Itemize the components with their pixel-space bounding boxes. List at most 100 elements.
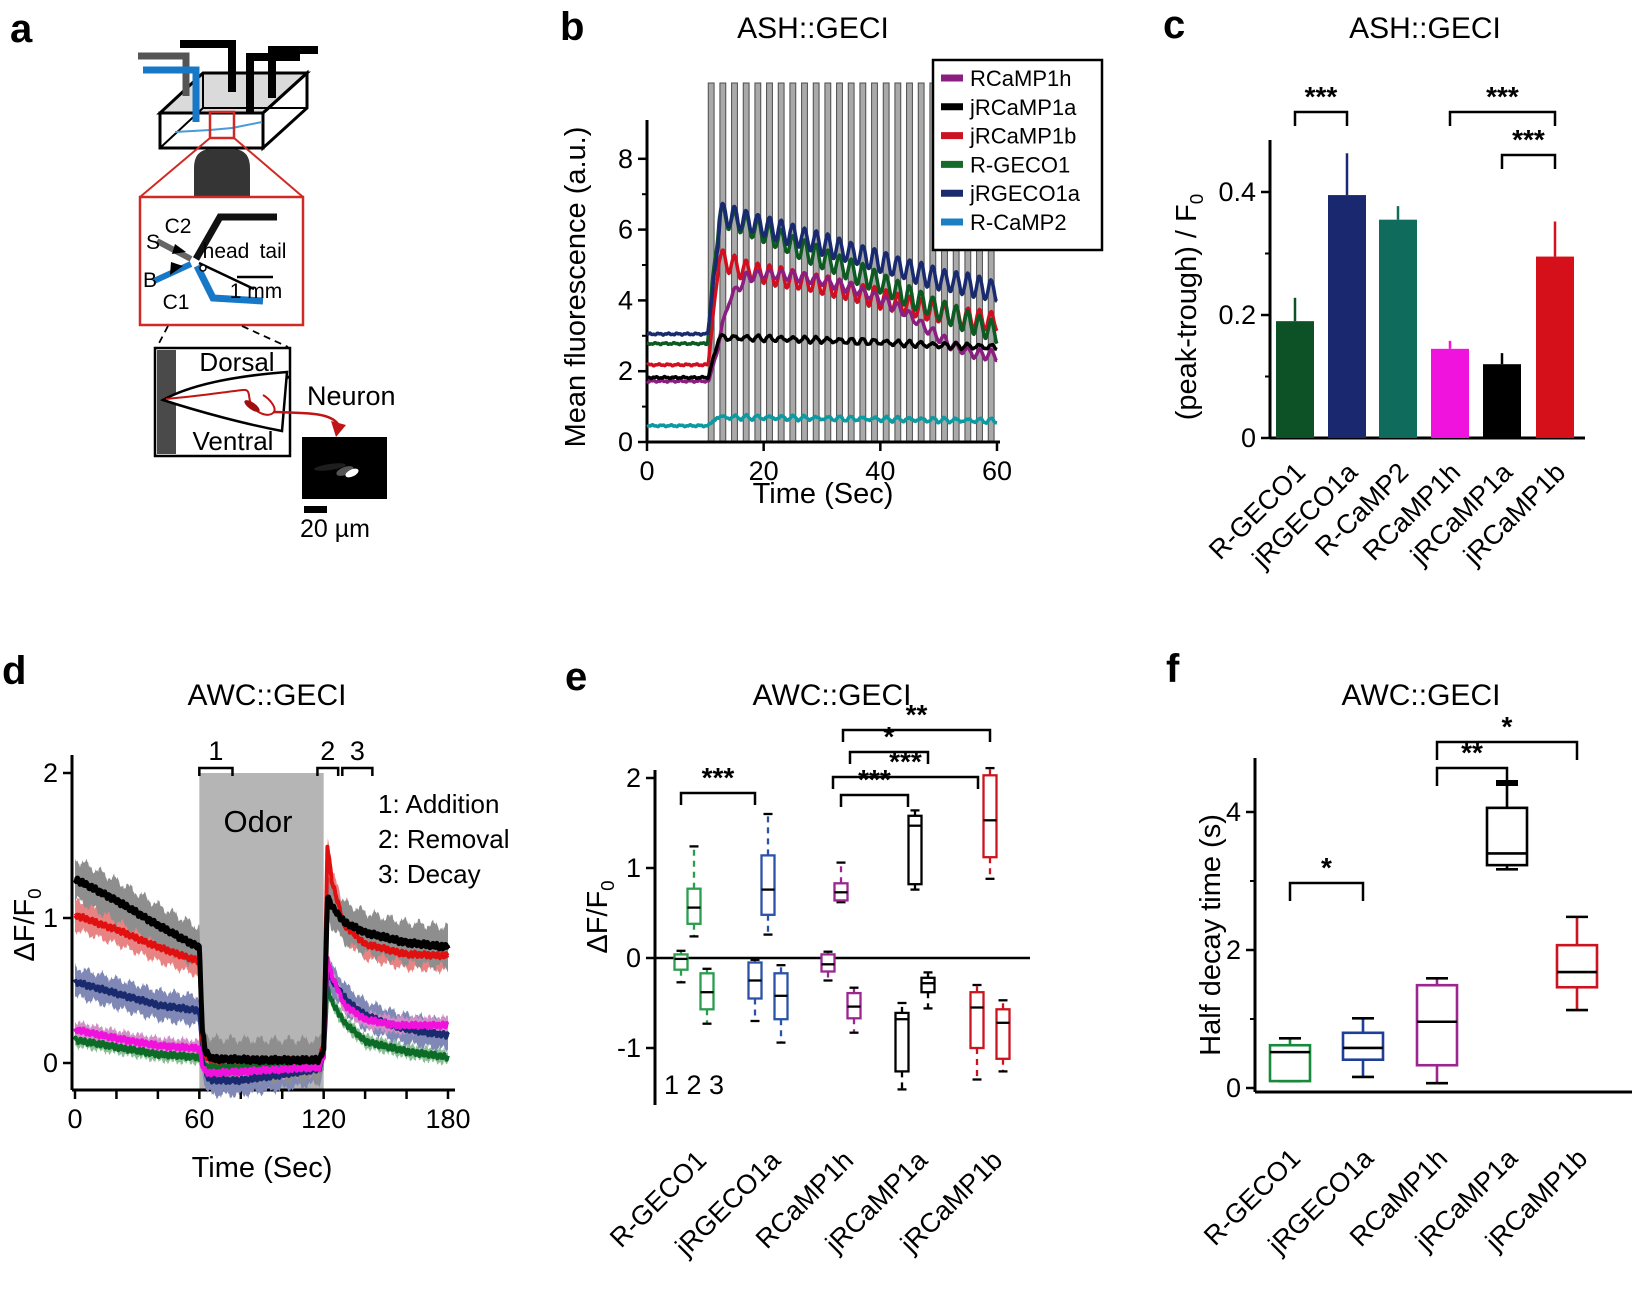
legend-label-RCaMP1h: RCaMP1h — [970, 66, 1071, 91]
label-c2: C2 — [165, 215, 192, 238]
y-tick-label: 0 — [626, 943, 641, 973]
trace-R-CaMP2 — [645, 412, 999, 429]
x-tick-label: 60 — [982, 456, 1012, 486]
y-tick-label: 1 — [43, 903, 58, 933]
y-tick-label: 0 — [618, 427, 633, 457]
box — [1341, 1031, 1385, 1062]
sig-bracket — [1435, 740, 1579, 760]
x-tick-label: 0 — [639, 456, 654, 486]
x-tick-label: 60 — [184, 1104, 214, 1134]
dashed-zoom-right — [241, 325, 289, 348]
panel-b-ash-traces: 0 2 4 6 8 0 20 40 60 RCaMP1h jRCaMP1a jRCaMP1b R-GEC… — [618, 58, 1104, 486]
x-tick-label: 20 — [749, 456, 779, 486]
label-s: S — [146, 231, 160, 254]
sig-bracket — [848, 750, 930, 764]
panel-d-xlabel: Time (Sec) — [192, 1152, 333, 1184]
trace-jRCaMP1a — [645, 332, 999, 381]
channel-b-arrowhead-icon — [170, 262, 183, 275]
panel-letter-a: a — [10, 7, 33, 51]
worm-outline — [159, 370, 289, 433]
label-c1: C1 — [163, 291, 190, 314]
neuron-arrowhead-icon — [331, 421, 346, 437]
panel-c-ash-bars: 00.20.4R-GECO1jRGECO1aR-CaMP2RCaMP1hjRCa… — [1203, 81, 1585, 574]
box — [995, 1008, 1011, 1060]
worm-position-line — [198, 261, 255, 291]
panel-e-awc-boxplots: -1012R-GECO1jRGECO1aRCaMP1hjRCaMP1ajRCaM… — [604, 699, 1030, 1262]
sig-asterisks: *** — [1486, 81, 1519, 112]
box — [760, 854, 776, 916]
panel-b-title: ASH::GECI — [737, 12, 889, 45]
label-ventral: Ventral — [193, 426, 274, 456]
band-jRGECO1a — [75, 960, 448, 1100]
y-tick-label: 4 — [1226, 797, 1241, 827]
epoch-number-1: 1 — [208, 736, 223, 766]
tube-gray — [138, 52, 190, 96]
label-dorsal: Dorsal — [199, 347, 274, 377]
epoch-legend-1: 1: Addition — [378, 789, 499, 819]
y-tick-label: 0 — [43, 1048, 58, 1078]
y-tick-label: 1 — [626, 853, 641, 883]
panel-letter-c: c — [1163, 3, 1185, 47]
bar-jRCaMP1a — [1483, 364, 1521, 438]
x-tick-label: 0 — [67, 1104, 82, 1134]
dashed-zoom-left — [156, 325, 169, 348]
box — [1485, 806, 1529, 867]
channel-c1 — [193, 264, 264, 305]
x-tick-label: 180 — [425, 1104, 470, 1134]
label-tail: tail — [260, 240, 287, 263]
stimulus-bar — [766, 82, 773, 443]
channel-s-arrowhead-icon — [172, 244, 186, 254]
bar-R-CaMP2 — [1379, 219, 1417, 438]
label-scale-20um: 20 µm — [300, 515, 370, 543]
trace-jRGECO1a — [645, 201, 999, 337]
panel-letter-b: b — [560, 5, 584, 49]
y-tick-label: 2 — [1226, 935, 1241, 965]
sig-asterisks: *** — [702, 762, 735, 793]
fluorescence-neuron-spot — [345, 468, 359, 478]
sig-bracket — [679, 791, 757, 805]
panel-letter-e: e — [565, 655, 587, 699]
x-tick-label: 120 — [301, 1104, 346, 1134]
x-tick-label: 40 — [865, 456, 895, 486]
label-neuron: Neuron — [307, 381, 396, 411]
panel-d-title: AWC::GECI — [188, 679, 347, 712]
odor-label: Odor — [224, 804, 293, 839]
fluorescence-streak — [336, 466, 354, 476]
box — [920, 976, 936, 994]
tube-blue — [143, 66, 200, 122]
y-tick-label: 2 — [43, 758, 58, 788]
y-tick-label: 6 — [618, 215, 633, 245]
sig-bracket — [839, 793, 910, 807]
panel-f-ylabel: Half decay time (s) — [1195, 814, 1227, 1056]
objective-lens — [194, 149, 250, 206]
trace-RCaMP1h — [73, 955, 450, 1078]
epoch-bracket-1 — [198, 766, 234, 776]
sig-asterisks: * — [1502, 711, 1513, 742]
y-tick-label: 8 — [618, 144, 633, 174]
legend-label-R-GECO1: R-GECO1 — [970, 152, 1070, 177]
panel-c-title: ASH::GECI — [1349, 12, 1501, 45]
sig-asterisks: *** — [858, 764, 891, 795]
sig-bracket — [1293, 110, 1349, 126]
legend-label-jRCaMP1a: jRCaMP1a — [969, 95, 1077, 120]
y-tick-label: 0 — [1226, 1073, 1241, 1103]
label-head: head — [203, 240, 250, 263]
zoom-line-right — [233, 137, 304, 198]
legend-label-jRGECO1a: jRGECO1a — [969, 181, 1081, 206]
epoch-bracket-2 — [316, 766, 340, 776]
sig-bracket — [831, 775, 980, 789]
y-tick-label: 4 — [618, 285, 633, 315]
epoch-number-3: 3 — [350, 736, 365, 766]
box — [1415, 983, 1459, 1067]
box — [907, 814, 923, 886]
label-scale-1mm: 1 mm — [230, 280, 283, 303]
band-jRCaMP1a — [75, 858, 448, 1087]
box — [1555, 943, 1599, 989]
sig-asterisks: * — [884, 721, 895, 752]
box — [894, 1011, 910, 1073]
epoch-legend-2: 2: Removal — [378, 824, 510, 854]
sig-bracket — [1288, 881, 1365, 901]
bar-jRCaMP1b — [1536, 256, 1574, 438]
